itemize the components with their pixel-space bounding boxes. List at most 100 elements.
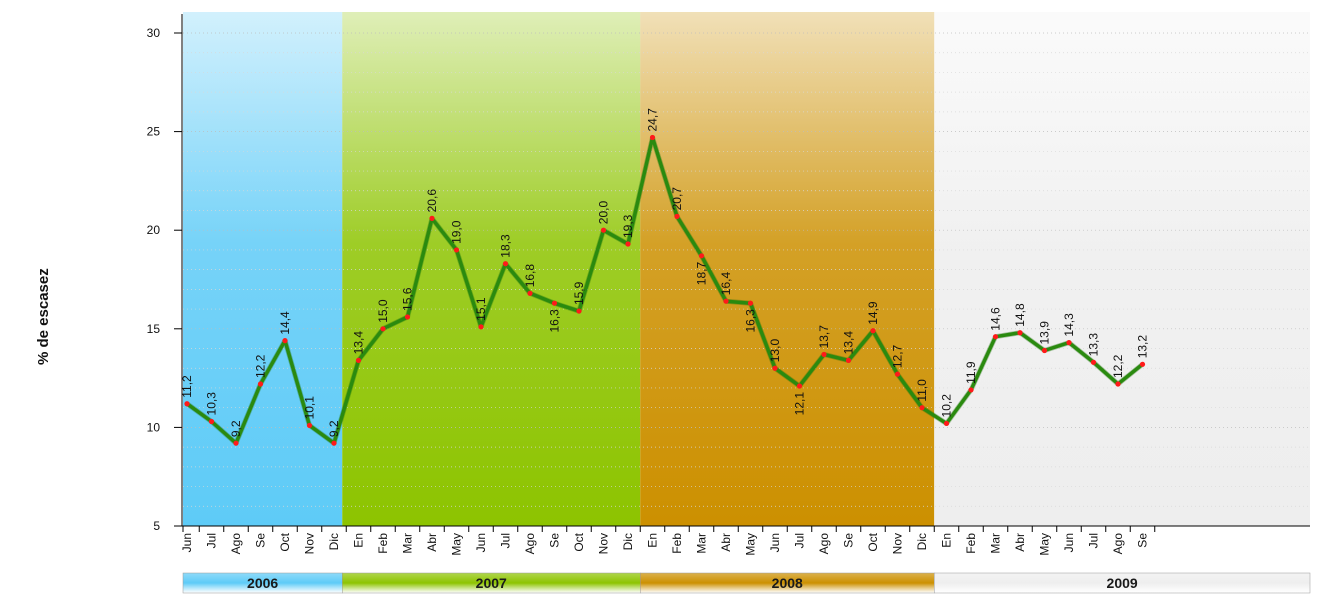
x-tick-label: Jun bbox=[474, 533, 488, 552]
x-tick-label: En bbox=[940, 533, 954, 548]
data-point bbox=[1066, 340, 1072, 346]
data-point bbox=[478, 324, 484, 330]
year-label: 2007 bbox=[476, 575, 507, 591]
data-point bbox=[208, 418, 215, 425]
x-tick-label: Se bbox=[254, 533, 268, 548]
data-label: 10,2 bbox=[940, 394, 954, 418]
x-tick-label: Nov bbox=[303, 533, 317, 554]
x-tick-label: Abr bbox=[719, 533, 733, 552]
x-tick-label: Jul bbox=[499, 533, 513, 548]
data-label: 13,9 bbox=[1038, 321, 1052, 345]
series-line-path bbox=[185, 135, 1144, 445]
data-point bbox=[527, 290, 533, 296]
data-point bbox=[257, 381, 264, 387]
year-label: 2009 bbox=[1107, 575, 1138, 591]
series-line bbox=[185, 135, 1145, 446]
x-tick-labels: Jun Jul Ago Se Oct Nov Dic En Feb Mar Abr May Jun Jul… bbox=[180, 532, 1150, 555]
x-tick-label: Ago bbox=[817, 533, 831, 555]
data-point bbox=[355, 357, 362, 363]
data-label: 13,4 bbox=[842, 331, 856, 355]
x-tick-label: May bbox=[1038, 533, 1052, 556]
data-point bbox=[845, 357, 852, 363]
year-band-2007 bbox=[342, 12, 641, 526]
data-label: 16,8 bbox=[523, 264, 537, 288]
data-point bbox=[306, 422, 313, 429]
data-label: 15,0 bbox=[376, 299, 390, 323]
data-point bbox=[1090, 359, 1097, 365]
x-tick-label: May bbox=[744, 533, 758, 556]
axes: 5 10 15 20 25 30 bbox=[147, 14, 1310, 533]
year-band-2008 bbox=[640, 12, 935, 526]
data-label: 18,3 bbox=[499, 234, 513, 258]
y-tick-label: 5 bbox=[153, 519, 160, 533]
year-band-2006 bbox=[183, 12, 343, 526]
x-tick-label: Ago bbox=[523, 533, 537, 555]
y-tick-label: 20 bbox=[147, 223, 161, 237]
data-point bbox=[919, 405, 925, 411]
data-label: 14,8 bbox=[1013, 303, 1027, 327]
data-point bbox=[894, 371, 901, 377]
data-label: 14,4 bbox=[278, 311, 292, 335]
data-point bbox=[404, 314, 411, 320]
data-point bbox=[1139, 361, 1146, 367]
x-tick-label: Feb bbox=[964, 533, 978, 554]
data-label: 13,7 bbox=[817, 325, 831, 349]
y-tick-label: 30 bbox=[147, 26, 161, 40]
data-point bbox=[429, 215, 435, 221]
x-tick-label: En bbox=[352, 533, 366, 548]
data-point bbox=[870, 328, 876, 334]
data-label: 12,7 bbox=[891, 344, 905, 368]
data-point bbox=[502, 261, 509, 267]
x-tick-label: Mar bbox=[989, 533, 1003, 554]
data-label: 14,9 bbox=[866, 301, 880, 325]
data-point bbox=[968, 387, 974, 393]
data-point bbox=[943, 420, 950, 427]
x-tick-label: Abr bbox=[1013, 533, 1027, 552]
x-tick-label: En bbox=[646, 533, 660, 548]
y-tick-label: 25 bbox=[147, 125, 161, 139]
data-label: 15,6 bbox=[401, 287, 415, 311]
year-bar-2009 bbox=[934, 572, 1311, 594]
x-tick-label: Nov bbox=[891, 533, 905, 554]
x-tick-label: Oct bbox=[278, 532, 292, 551]
data-label: 11,2 bbox=[180, 375, 194, 398]
data-label: 11,0 bbox=[915, 379, 929, 402]
x-tick-label: Oct bbox=[572, 532, 586, 551]
data-label: 16,3 bbox=[548, 309, 562, 333]
data-label: 9,2 bbox=[327, 420, 341, 437]
data-point bbox=[992, 334, 999, 340]
data-label: 15,1 bbox=[474, 297, 488, 321]
data-label: 24,7 bbox=[646, 108, 660, 132]
x-tick-label: Jun bbox=[1062, 533, 1076, 552]
data-label: 15,9 bbox=[572, 281, 586, 305]
x-tick-label: Mar bbox=[695, 533, 709, 554]
data-point bbox=[576, 308, 582, 314]
x-tick-label: Jul bbox=[205, 533, 219, 548]
x-tick-label: Ago bbox=[229, 533, 243, 555]
x-tick-label: Dic bbox=[915, 533, 929, 550]
data-point bbox=[551, 300, 558, 306]
x-tick-label: Feb bbox=[670, 533, 684, 554]
data-label: 19,0 bbox=[450, 220, 464, 244]
data-label: 12,1 bbox=[793, 392, 807, 416]
data-labels: 11,2 10,3 9,2 12,2 14,4 10,1 9,2 13,4 15,0 15,6 20… bbox=[180, 108, 1150, 437]
data-point bbox=[233, 440, 239, 446]
data-label: 20,6 bbox=[425, 189, 439, 213]
x-tick-label: Jun bbox=[180, 533, 194, 552]
x-tick-label: Dic bbox=[327, 533, 341, 550]
x-tick-label: Jul bbox=[793, 533, 807, 548]
year-label: 2006 bbox=[247, 575, 278, 591]
data-label: 16,4 bbox=[719, 272, 733, 296]
data-point bbox=[380, 326, 386, 332]
data-label: 16,3 bbox=[744, 309, 758, 333]
data-label: 13,3 bbox=[1087, 333, 1101, 357]
x-tick-label: Se bbox=[842, 533, 856, 548]
data-point bbox=[184, 401, 190, 407]
x-tick-label: Dic bbox=[621, 533, 635, 550]
x-tick-label: Jun bbox=[768, 533, 782, 552]
x-tick-label: Nov bbox=[597, 533, 611, 554]
data-label: 13,0 bbox=[768, 339, 782, 363]
data-label: 11,9 bbox=[964, 361, 978, 384]
x-tick-label: Mar bbox=[401, 533, 415, 554]
data-point bbox=[453, 247, 460, 253]
